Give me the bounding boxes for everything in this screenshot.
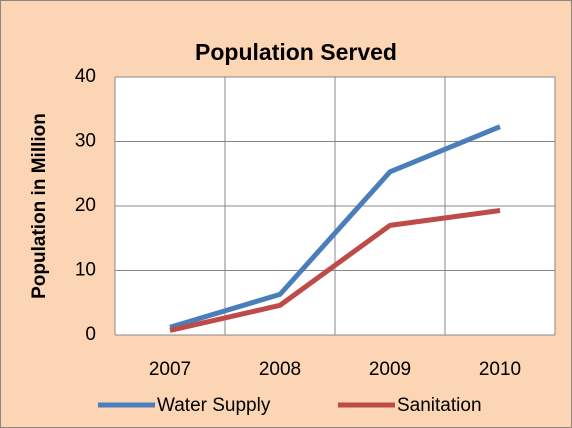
data-line (169, 124, 501, 330)
x-tick-label: 2009 (369, 359, 411, 380)
x-tick-label: 2010 (479, 359, 521, 380)
y-tick-label: 40 (75, 66, 96, 87)
x-tick-label: 2007 (149, 359, 191, 380)
chart-title: Population Served (195, 39, 397, 65)
y-axis-label: Population in Million (29, 113, 50, 299)
x-tick-label: 2008 (259, 359, 301, 380)
legend-label: Water Supply (157, 395, 271, 416)
y-tick-label: 0 (85, 324, 96, 345)
y-tick-label: 30 (75, 131, 96, 152)
y-tick-label: 20 (75, 195, 96, 216)
data-line (169, 208, 501, 333)
y-tick-label: 10 (75, 260, 96, 281)
legend-label: Sanitation (397, 395, 482, 416)
